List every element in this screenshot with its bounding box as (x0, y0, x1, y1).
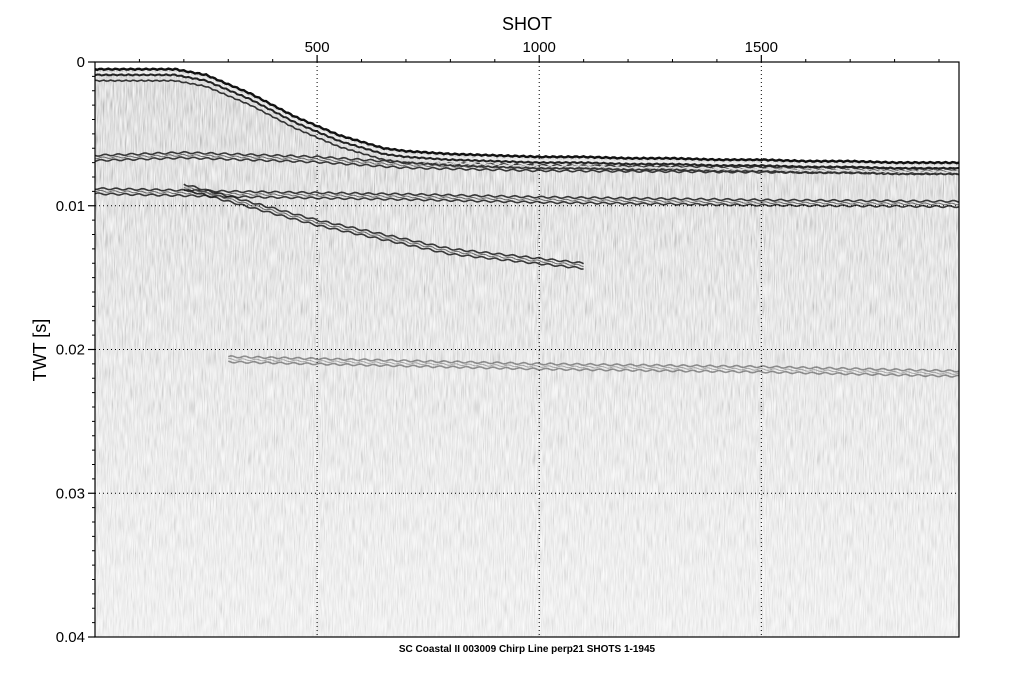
subbottom-reflector (183, 188, 584, 270)
x-tick-label: 1500 (745, 39, 778, 56)
y-tick-label: 0.01 (56, 198, 85, 215)
seafloor-reflector-band (95, 77, 959, 174)
subbottom-reflector (95, 189, 959, 206)
subbottom-reflector (95, 187, 959, 203)
seafloor-reflector-band (95, 73, 959, 171)
x-tick-label: 500 (305, 39, 330, 56)
y-axis-title: TWT [s] (30, 319, 50, 382)
x-axis-ticks: 500 1000 1500 (305, 39, 778, 62)
y-axis-ticks: 0 0.01 0.02 0.03 0.04 (56, 54, 95, 646)
y-tick-label: 0.02 (56, 342, 85, 359)
minor-ticks (92, 59, 940, 624)
x-axis-title: SHOT (502, 14, 552, 34)
subbottom-reflector (228, 360, 959, 378)
seafloor-reflector-band (95, 79, 959, 176)
subbottom-reflector (228, 358, 959, 375)
seafloor-reflector-band (95, 71, 959, 168)
chart-caption: SC Coastal II 003009 Chirp Line perp21 S… (399, 644, 656, 655)
y-tick-label: 0 (77, 54, 85, 71)
x-tick-label: 1000 (523, 39, 556, 56)
y-tick-label: 0.03 (56, 485, 85, 502)
subbottom-reflector (228, 355, 959, 373)
seafloor-layer (95, 67, 959, 176)
water-column (95, 62, 959, 163)
subbottom-reflector (183, 187, 584, 268)
subbottom-reflector (183, 183, 584, 265)
seafloor-reflector-band (95, 67, 959, 165)
grid (95, 62, 959, 637)
y-tick-label: 0.04 (56, 629, 85, 646)
subbottom-reflector (95, 192, 959, 209)
